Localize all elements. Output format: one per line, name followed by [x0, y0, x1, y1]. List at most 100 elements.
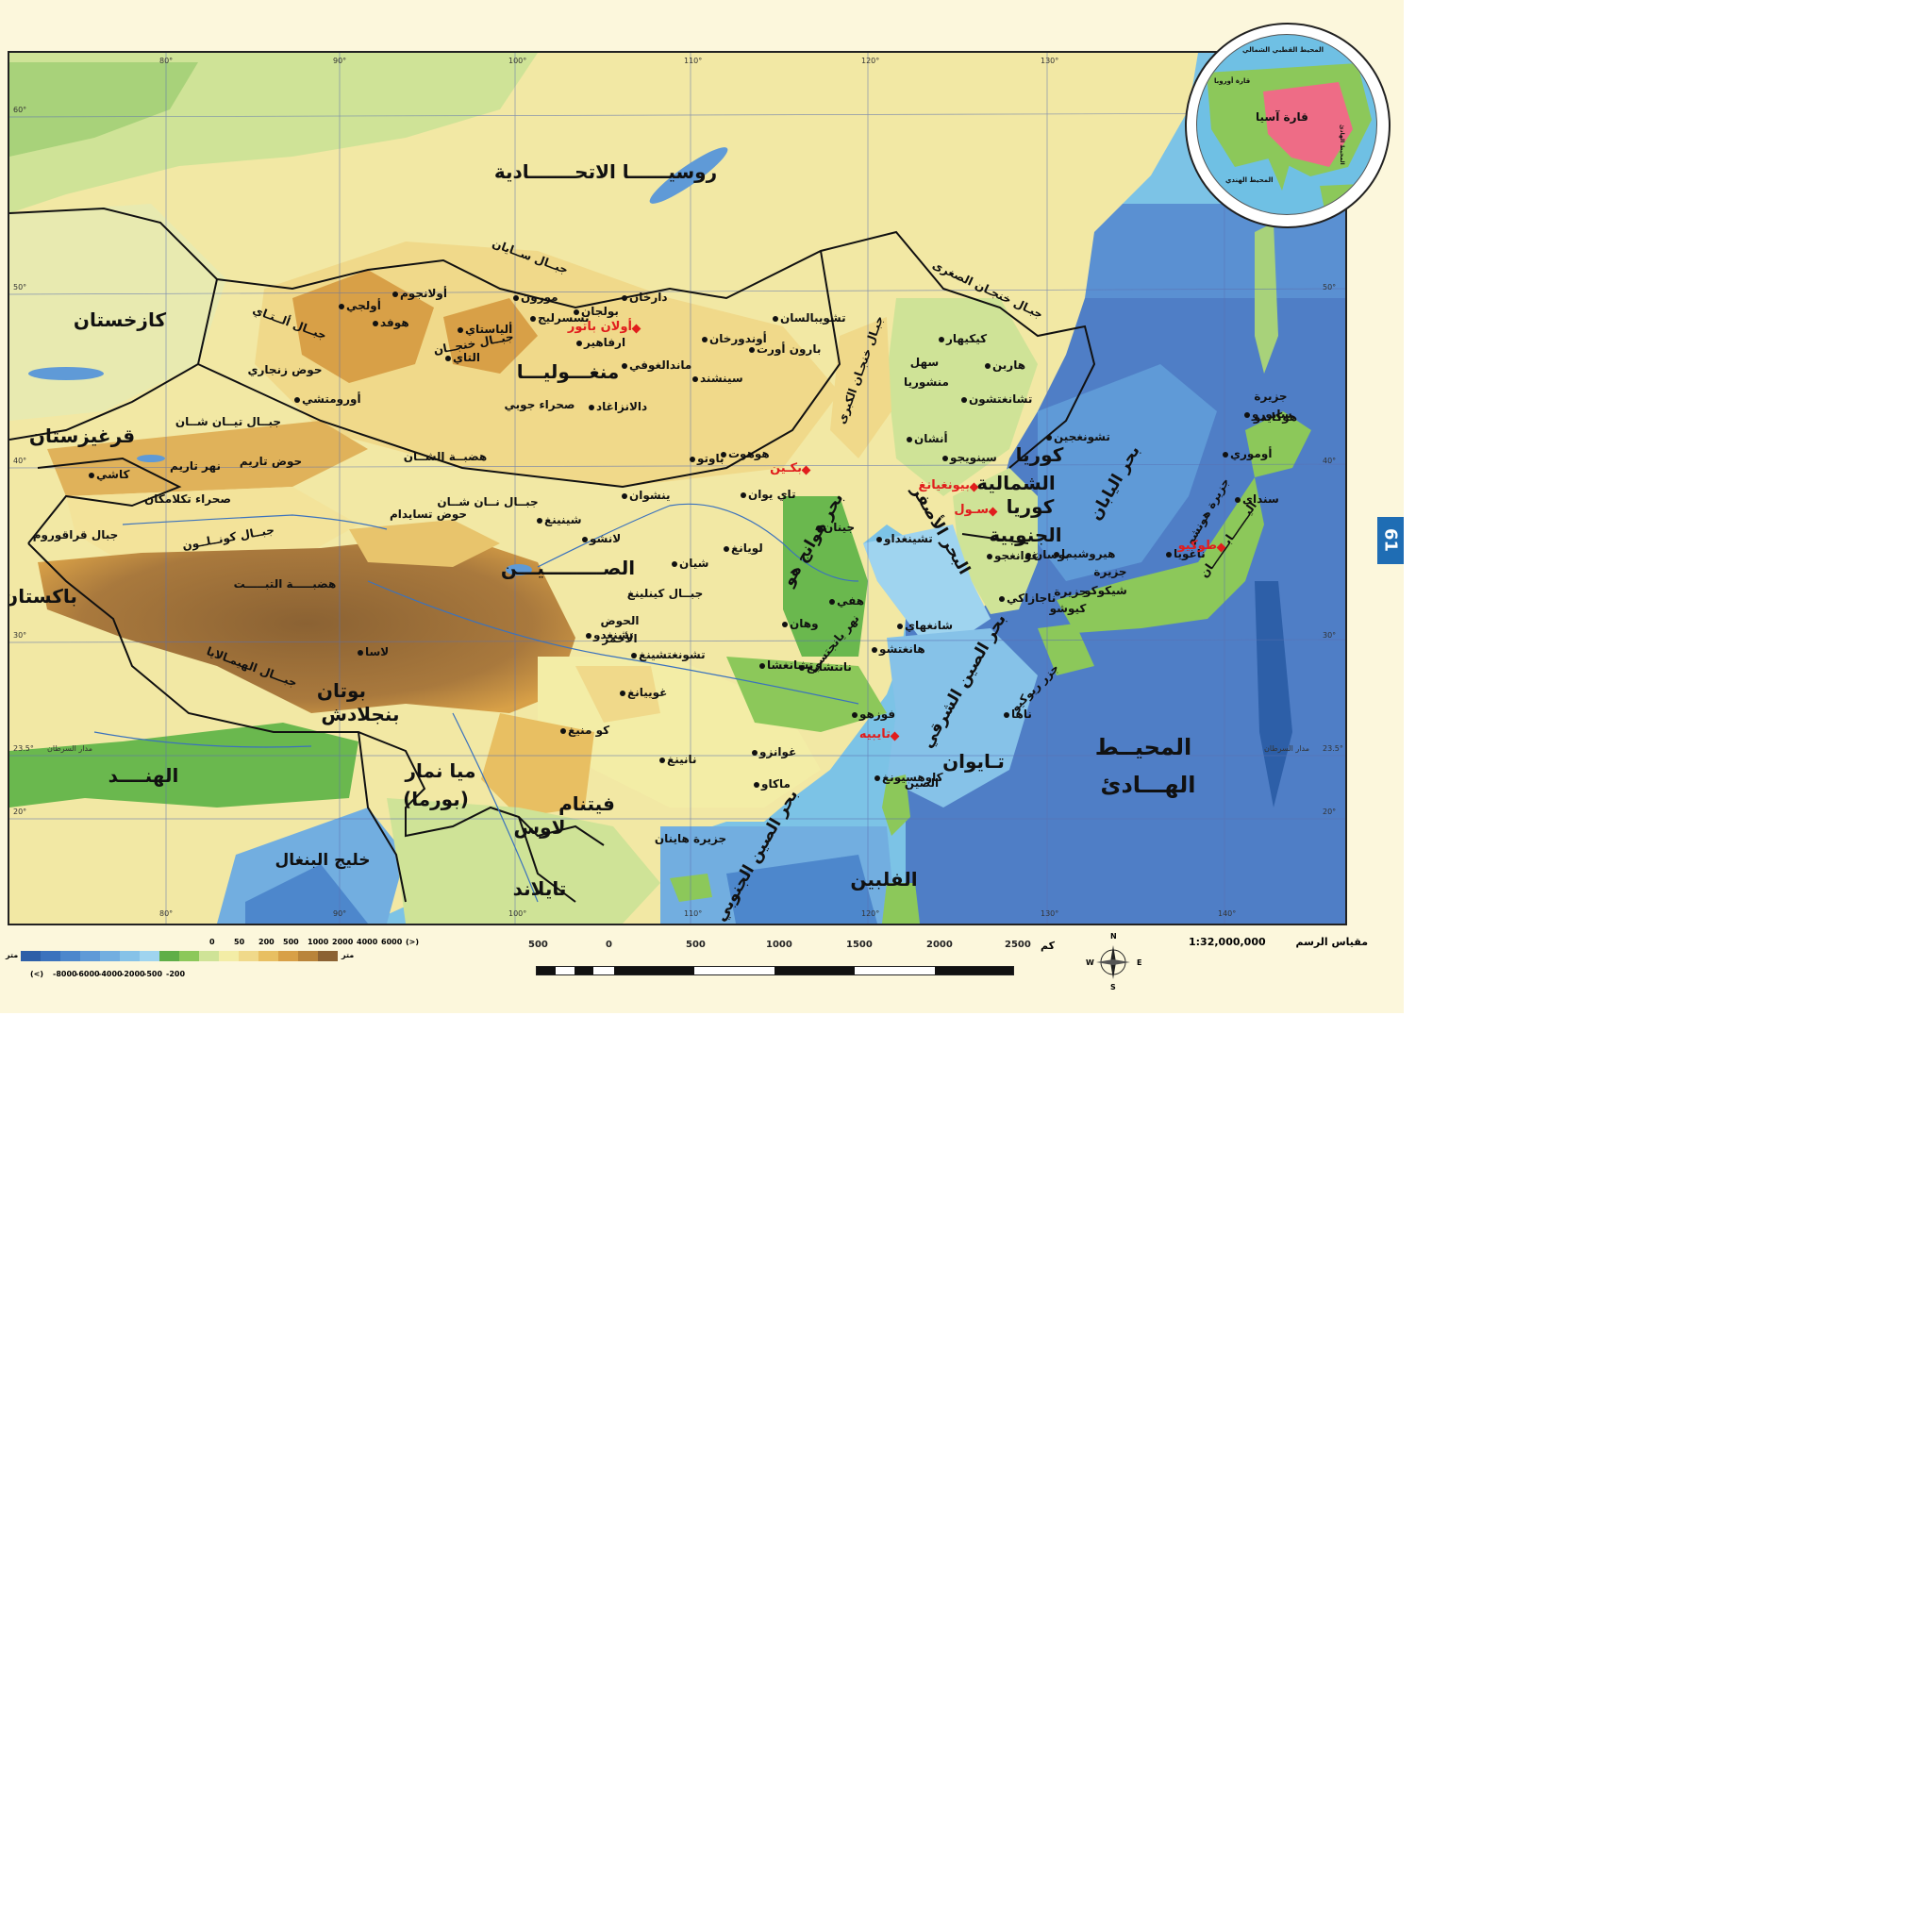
taiwan	[882, 774, 910, 836]
city-label: تشانغتشون	[969, 392, 1033, 406]
sea-of-japan	[1038, 364, 1217, 581]
region-label: سهل	[909, 356, 940, 369]
city-label: جينان	[824, 521, 856, 534]
longitude-label: 80°	[159, 909, 174, 918]
compass-icon	[1096, 945, 1130, 979]
legend-top-value: 200	[258, 938, 275, 946]
lake-issyk-kul	[137, 455, 165, 462]
city-dot	[537, 518, 542, 524]
inset-australia	[1320, 184, 1362, 209]
city-label: ناغويا	[1174, 547, 1206, 560]
region-label: منشوريا	[904, 375, 949, 389]
capital-label: بكـين	[770, 461, 802, 475]
legend-bottom-value: (<)	[30, 970, 44, 978]
korean-peninsula	[953, 468, 1038, 614]
city-dot	[631, 653, 637, 658]
legend-swatch	[140, 951, 159, 961]
country-borders	[9, 207, 1096, 903]
scale-track	[536, 966, 1014, 975]
longitude-label: 140°	[1218, 909, 1237, 918]
city-label: نانينغ	[667, 753, 697, 766]
longitude-label: 100°	[508, 909, 527, 918]
east-china-sea	[887, 628, 1038, 808]
latitude-label: 20°	[13, 808, 27, 816]
capital-label: طوكيو	[1177, 539, 1217, 553]
city-dot	[754, 782, 759, 788]
longitude-label: 110°	[684, 57, 703, 65]
region-label: الأحمر	[602, 632, 638, 645]
legend-bottom-value: -8000	[53, 970, 77, 978]
inset-label-indian: المحيط الهندي	[1225, 176, 1274, 184]
city-label: هوهوت	[728, 447, 770, 460]
rivers	[93, 503, 859, 903]
country-label: فيتنام	[558, 792, 615, 815]
city-label: تشانغشا	[767, 658, 814, 672]
city-label: ارفاهير	[584, 336, 626, 349]
city-dot	[999, 596, 1005, 602]
scale-label: 0	[606, 940, 612, 950]
city-label: ماندالغوفي	[629, 358, 692, 372]
luzon	[882, 883, 920, 924]
sichuan-basin	[575, 666, 660, 723]
city-dot	[874, 775, 880, 781]
tarim-basin	[66, 487, 358, 562]
hokkaido	[1245, 411, 1311, 477]
inset-map	[1207, 63, 1372, 209]
inset-asia-highlight	[1263, 82, 1353, 167]
legend-top-value: (>)	[406, 938, 420, 946]
city-dot	[576, 341, 582, 346]
inset-label-pacific: المحيط الهادئ	[1339, 125, 1345, 165]
country-label: لاوس	[513, 816, 566, 839]
city-label: وهان	[790, 617, 819, 630]
city-label: تشويبالسان	[780, 311, 846, 325]
longitude-label: 90°	[333, 57, 347, 65]
city-label: ماكاو	[761, 777, 791, 791]
legend-top-value: 1000	[308, 938, 329, 946]
region-label: حوض زنجاري	[247, 363, 323, 376]
region-label: جزيرة	[1093, 565, 1127, 578]
legend-top-value: 6000	[381, 938, 403, 946]
legend-swatch	[199, 951, 219, 961]
country-label: الجنوبية	[989, 524, 1062, 546]
city-label: ينشوان	[629, 489, 671, 502]
city-dot	[560, 728, 566, 734]
honshu	[1057, 477, 1264, 633]
city-dot	[1046, 435, 1052, 441]
country-label: (بورما)	[403, 788, 469, 810]
city-label: سينويجو	[950, 451, 997, 464]
country-label: باكستان	[8, 585, 77, 608]
city-label: تاي يوان	[748, 488, 796, 501]
greater-khingan	[830, 317, 891, 458]
region-label: جزيرة	[1054, 585, 1088, 598]
city-label: أورومتشي	[302, 392, 361, 406]
region-label: جبــال كينلينغ	[626, 587, 704, 600]
tibetan-plateau	[38, 534, 575, 713]
legend-top-value: 2000	[332, 938, 354, 946]
country-label: تايلاند	[512, 877, 567, 900]
city-dot	[852, 712, 858, 718]
city-label: تشونغجين	[1054, 430, 1110, 443]
inset-label-europe: قارة أوروبا	[1214, 77, 1251, 85]
city-dot	[586, 633, 591, 639]
city-label: هفي	[837, 594, 865, 608]
city-dot	[513, 295, 519, 301]
city-dot	[907, 437, 912, 442]
region-label: جبال قراقوروم	[32, 528, 119, 541]
country-label: تـايوان	[942, 750, 1005, 773]
country-label: كوريا	[1006, 495, 1055, 518]
city-label: شانغهاي	[905, 619, 954, 632]
compass-w: W	[1086, 958, 1094, 967]
compass-s: S	[1110, 983, 1116, 991]
city-dot	[1025, 553, 1031, 558]
longitude-label: 130°	[1041, 909, 1059, 918]
region-label: هوكايدو	[1253, 410, 1298, 424]
map-frame: 60°60°50°50°40°40°30°30°23.5°23.5°20°20°…	[8, 51, 1347, 925]
legend-swatch	[120, 951, 140, 961]
city-dot	[721, 452, 726, 458]
longitude-label: 130°	[1041, 57, 1059, 65]
tropic-label: مدار السرطان	[47, 744, 93, 753]
longitude-label: 90°	[333, 909, 347, 918]
city-dot	[702, 337, 708, 342]
lake-qinghai	[506, 564, 532, 575]
city-label: تشينغداو	[884, 532, 933, 545]
